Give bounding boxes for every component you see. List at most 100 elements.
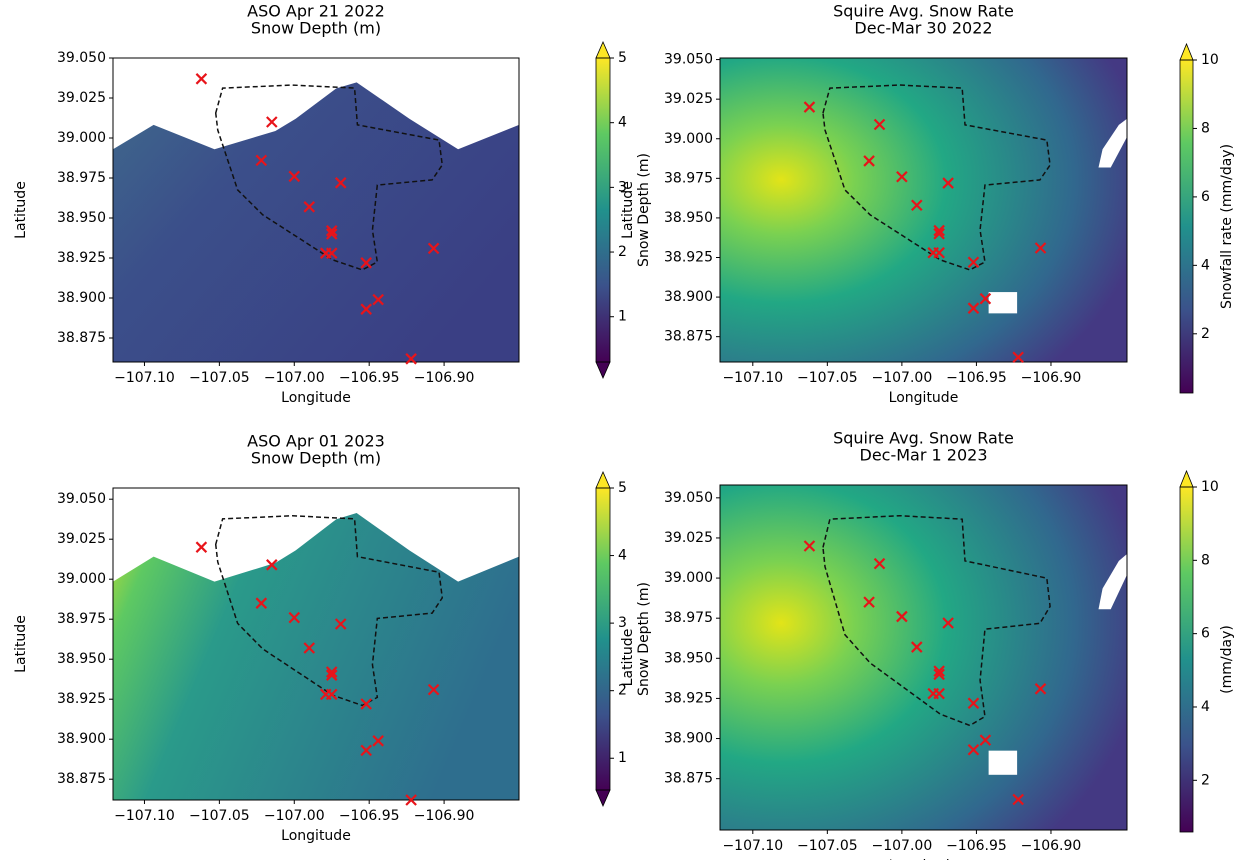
colorbar-tick-label: 6 bbox=[1201, 189, 1210, 205]
station-marker bbox=[360, 698, 372, 710]
colorbar-extend-max bbox=[1179, 42, 1194, 61]
x-tick-label: −106.95 bbox=[339, 808, 400, 824]
station-marker bbox=[942, 617, 954, 629]
y-tick-label: 38.925 bbox=[57, 250, 106, 266]
station-marker bbox=[303, 642, 316, 654]
colorbar bbox=[1180, 487, 1193, 832]
snow-raster bbox=[113, 512, 519, 800]
colorbar-extend-min bbox=[595, 789, 611, 807]
y-tick-label: 38.975 bbox=[664, 610, 713, 626]
station-marker bbox=[803, 540, 816, 552]
y-tick-label: 39.050 bbox=[57, 50, 106, 66]
colorbar-tick-label: 4 bbox=[1201, 699, 1210, 715]
colorbar-extend-max bbox=[1179, 469, 1194, 488]
x-tick-label: −107.00 bbox=[264, 370, 325, 386]
colorbar-frame bbox=[1179, 486, 1194, 833]
station-marker bbox=[873, 118, 886, 131]
station-marker bbox=[967, 256, 980, 269]
colorbar-frame bbox=[1179, 59, 1194, 394]
y-tick-label: 38.900 bbox=[57, 731, 106, 747]
y-tick-label: 38.950 bbox=[664, 650, 713, 666]
station-marker bbox=[303, 201, 316, 213]
station-marker bbox=[967, 697, 980, 710]
x-tick-label: −107.10 bbox=[114, 370, 175, 386]
station-marker bbox=[255, 154, 268, 167]
x-axis-label: Longitude bbox=[281, 828, 351, 844]
colorbar-label: Snow Depth (m) bbox=[636, 153, 652, 267]
colorbar bbox=[596, 488, 610, 790]
station-marker bbox=[372, 293, 384, 306]
station-marker bbox=[1012, 351, 1024, 364]
colorbar-frame bbox=[595, 487, 611, 791]
y-tick-label: 39.000 bbox=[664, 131, 713, 147]
colorbar-label: Snowfall rate (mm/day) bbox=[1219, 144, 1235, 309]
y-tick-label: 38.925 bbox=[664, 250, 713, 266]
colorbar-tick-label: 6 bbox=[1201, 626, 1210, 642]
y-tick-label: 38.975 bbox=[57, 611, 106, 627]
y-tick-label: 38.875 bbox=[664, 771, 713, 787]
colorbar-tick-label: 8 bbox=[1201, 552, 1210, 568]
y-tick-label: 39.025 bbox=[57, 90, 106, 106]
station-marker bbox=[325, 688, 338, 701]
x-tick-label: −106.95 bbox=[946, 838, 1007, 854]
colorbar-tick-label: 1 bbox=[618, 750, 627, 766]
basin-outline bbox=[214, 515, 444, 707]
station-marker bbox=[803, 101, 816, 113]
snow-raster bbox=[720, 485, 1127, 830]
station-marker bbox=[1012, 793, 1024, 806]
basin-outline bbox=[214, 84, 444, 271]
radar-gap bbox=[988, 750, 1018, 775]
station-marker bbox=[266, 116, 278, 128]
y-tick-label: 38.925 bbox=[57, 691, 106, 707]
x-tick-label: −107.05 bbox=[797, 838, 858, 854]
x-axis-label: Longitude bbox=[889, 390, 959, 406]
x-tick-label: −107.05 bbox=[189, 808, 250, 824]
y-tick-label: 38.925 bbox=[664, 690, 713, 706]
station-marker bbox=[933, 246, 945, 259]
station-marker bbox=[195, 73, 208, 85]
colorbar-tick-label: 2 bbox=[1201, 772, 1210, 788]
station-marker bbox=[979, 734, 992, 746]
chart-title: Squire Avg. Snow Rate bbox=[833, 429, 1014, 448]
colorbar-frame bbox=[595, 57, 611, 363]
station-marker bbox=[1034, 242, 1047, 254]
colorbar bbox=[596, 58, 610, 362]
station-marker bbox=[873, 557, 886, 570]
x-tick-label: −107.10 bbox=[114, 808, 175, 824]
station-marker bbox=[933, 227, 945, 240]
chart-title: Dec-Mar 30 2022 bbox=[854, 19, 992, 38]
x-tick-label: −107.00 bbox=[872, 838, 933, 854]
colorbar-tick-label: 10 bbox=[1201, 479, 1219, 495]
colorbar-tick-label: 2 bbox=[618, 244, 627, 260]
x-tick-label: −107.00 bbox=[872, 370, 933, 386]
station-marker bbox=[266, 559, 278, 571]
axes-frame bbox=[112, 487, 520, 801]
station-marker bbox=[933, 665, 945, 677]
station-marker bbox=[896, 610, 908, 623]
station-marker bbox=[372, 735, 384, 747]
y-tick-label: 38.975 bbox=[57, 170, 106, 186]
y-tick-label: 39.050 bbox=[664, 52, 713, 68]
x-tick-label: −107.10 bbox=[722, 370, 783, 386]
station-marker bbox=[255, 597, 268, 609]
station-marker bbox=[360, 257, 372, 269]
axes-frame bbox=[112, 57, 520, 363]
colorbar-tick-label: 3 bbox=[618, 615, 627, 631]
x-tick-label: −106.95 bbox=[339, 370, 400, 386]
station-marker bbox=[195, 541, 208, 553]
colorbar-tick-label: 2 bbox=[1201, 326, 1210, 342]
no-data bbox=[1098, 118, 1127, 168]
station-marker bbox=[911, 641, 923, 653]
y-tick-label: 38.900 bbox=[57, 290, 106, 306]
x-tick-label: −106.90 bbox=[1021, 370, 1082, 386]
chart-title: Dec-Mar 1 2023 bbox=[860, 446, 988, 465]
station-marker bbox=[933, 224, 945, 237]
station-marker bbox=[942, 177, 954, 189]
station-marker bbox=[325, 247, 338, 259]
station-marker bbox=[863, 155, 875, 167]
y-tick-label: 38.875 bbox=[57, 771, 106, 787]
x-axis-label: Longitude bbox=[281, 390, 351, 406]
station-marker bbox=[896, 170, 908, 183]
colorbar-tick-label: 4 bbox=[618, 115, 627, 131]
